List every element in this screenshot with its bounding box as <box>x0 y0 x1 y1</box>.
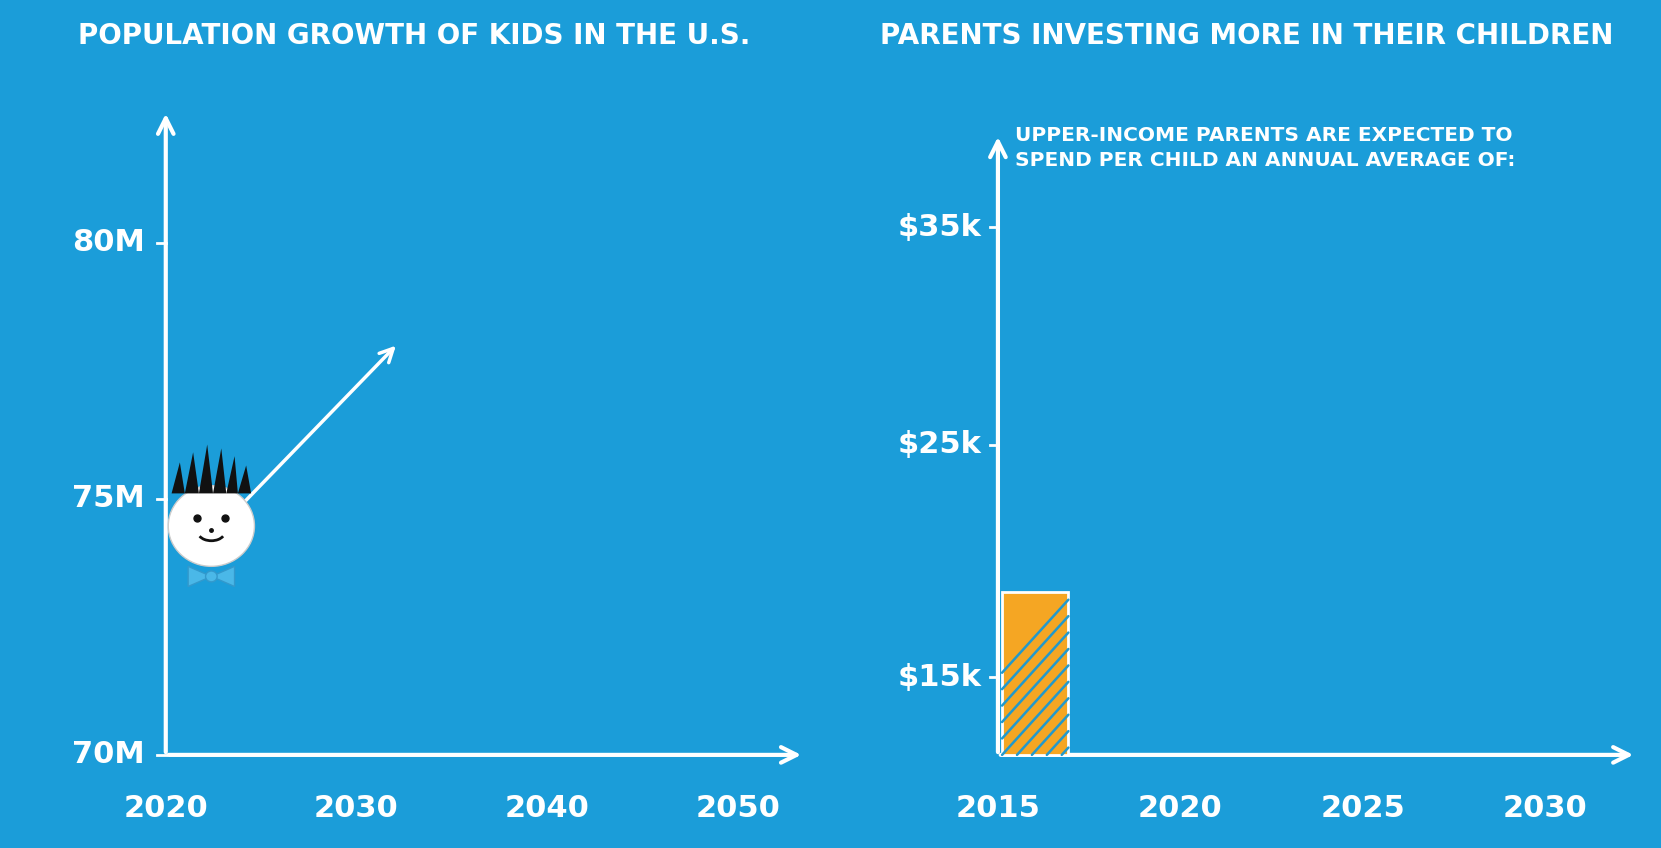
Text: 2040: 2040 <box>505 794 590 823</box>
Text: PARENTS INVESTING MORE IN THEIR CHILDREN: PARENTS INVESTING MORE IN THEIR CHILDREN <box>880 22 1613 50</box>
Text: 2015: 2015 <box>955 794 1040 823</box>
Text: 2050: 2050 <box>696 794 781 823</box>
Text: UPPER-INCOME PARENTS ARE EXPECTED TO
SPEND PER CHILD AN ANNUAL AVERAGE OF:: UPPER-INCOME PARENTS ARE EXPECTED TO SPE… <box>1015 126 1515 170</box>
Circle shape <box>206 571 218 582</box>
Text: 2030: 2030 <box>314 794 399 823</box>
Polygon shape <box>171 462 184 494</box>
Polygon shape <box>211 566 234 587</box>
Text: $35k: $35k <box>897 213 982 242</box>
Polygon shape <box>226 456 238 494</box>
Polygon shape <box>188 566 211 587</box>
Polygon shape <box>238 466 251 494</box>
Text: 2020: 2020 <box>1138 794 1222 823</box>
Text: 80M: 80M <box>71 228 145 257</box>
Text: $15k: $15k <box>897 663 982 692</box>
Circle shape <box>168 486 254 566</box>
Text: POPULATION GROWTH OF KIDS IN THE U.S.: POPULATION GROWTH OF KIDS IN THE U.S. <box>78 22 751 50</box>
Text: 70M: 70M <box>73 740 145 769</box>
Text: 2025: 2025 <box>1320 794 1405 823</box>
Text: $25k: $25k <box>897 430 982 459</box>
Polygon shape <box>199 444 213 494</box>
Text: 2020: 2020 <box>123 794 208 823</box>
Polygon shape <box>184 452 199 494</box>
Text: 2030: 2030 <box>1503 794 1588 823</box>
Polygon shape <box>213 449 226 494</box>
Text: 75M: 75M <box>73 484 145 513</box>
Polygon shape <box>1002 592 1068 755</box>
